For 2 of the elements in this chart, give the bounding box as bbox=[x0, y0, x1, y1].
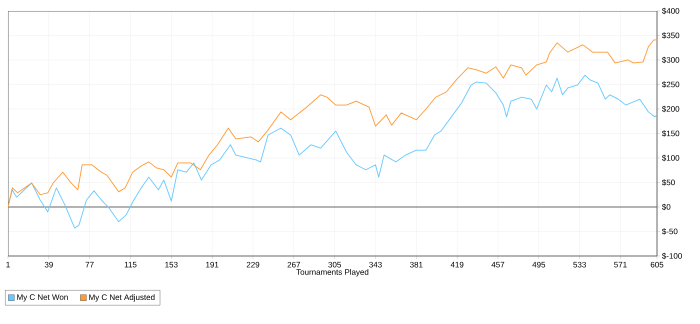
line-series bbox=[8, 39, 658, 208]
line-series bbox=[8, 74, 658, 229]
